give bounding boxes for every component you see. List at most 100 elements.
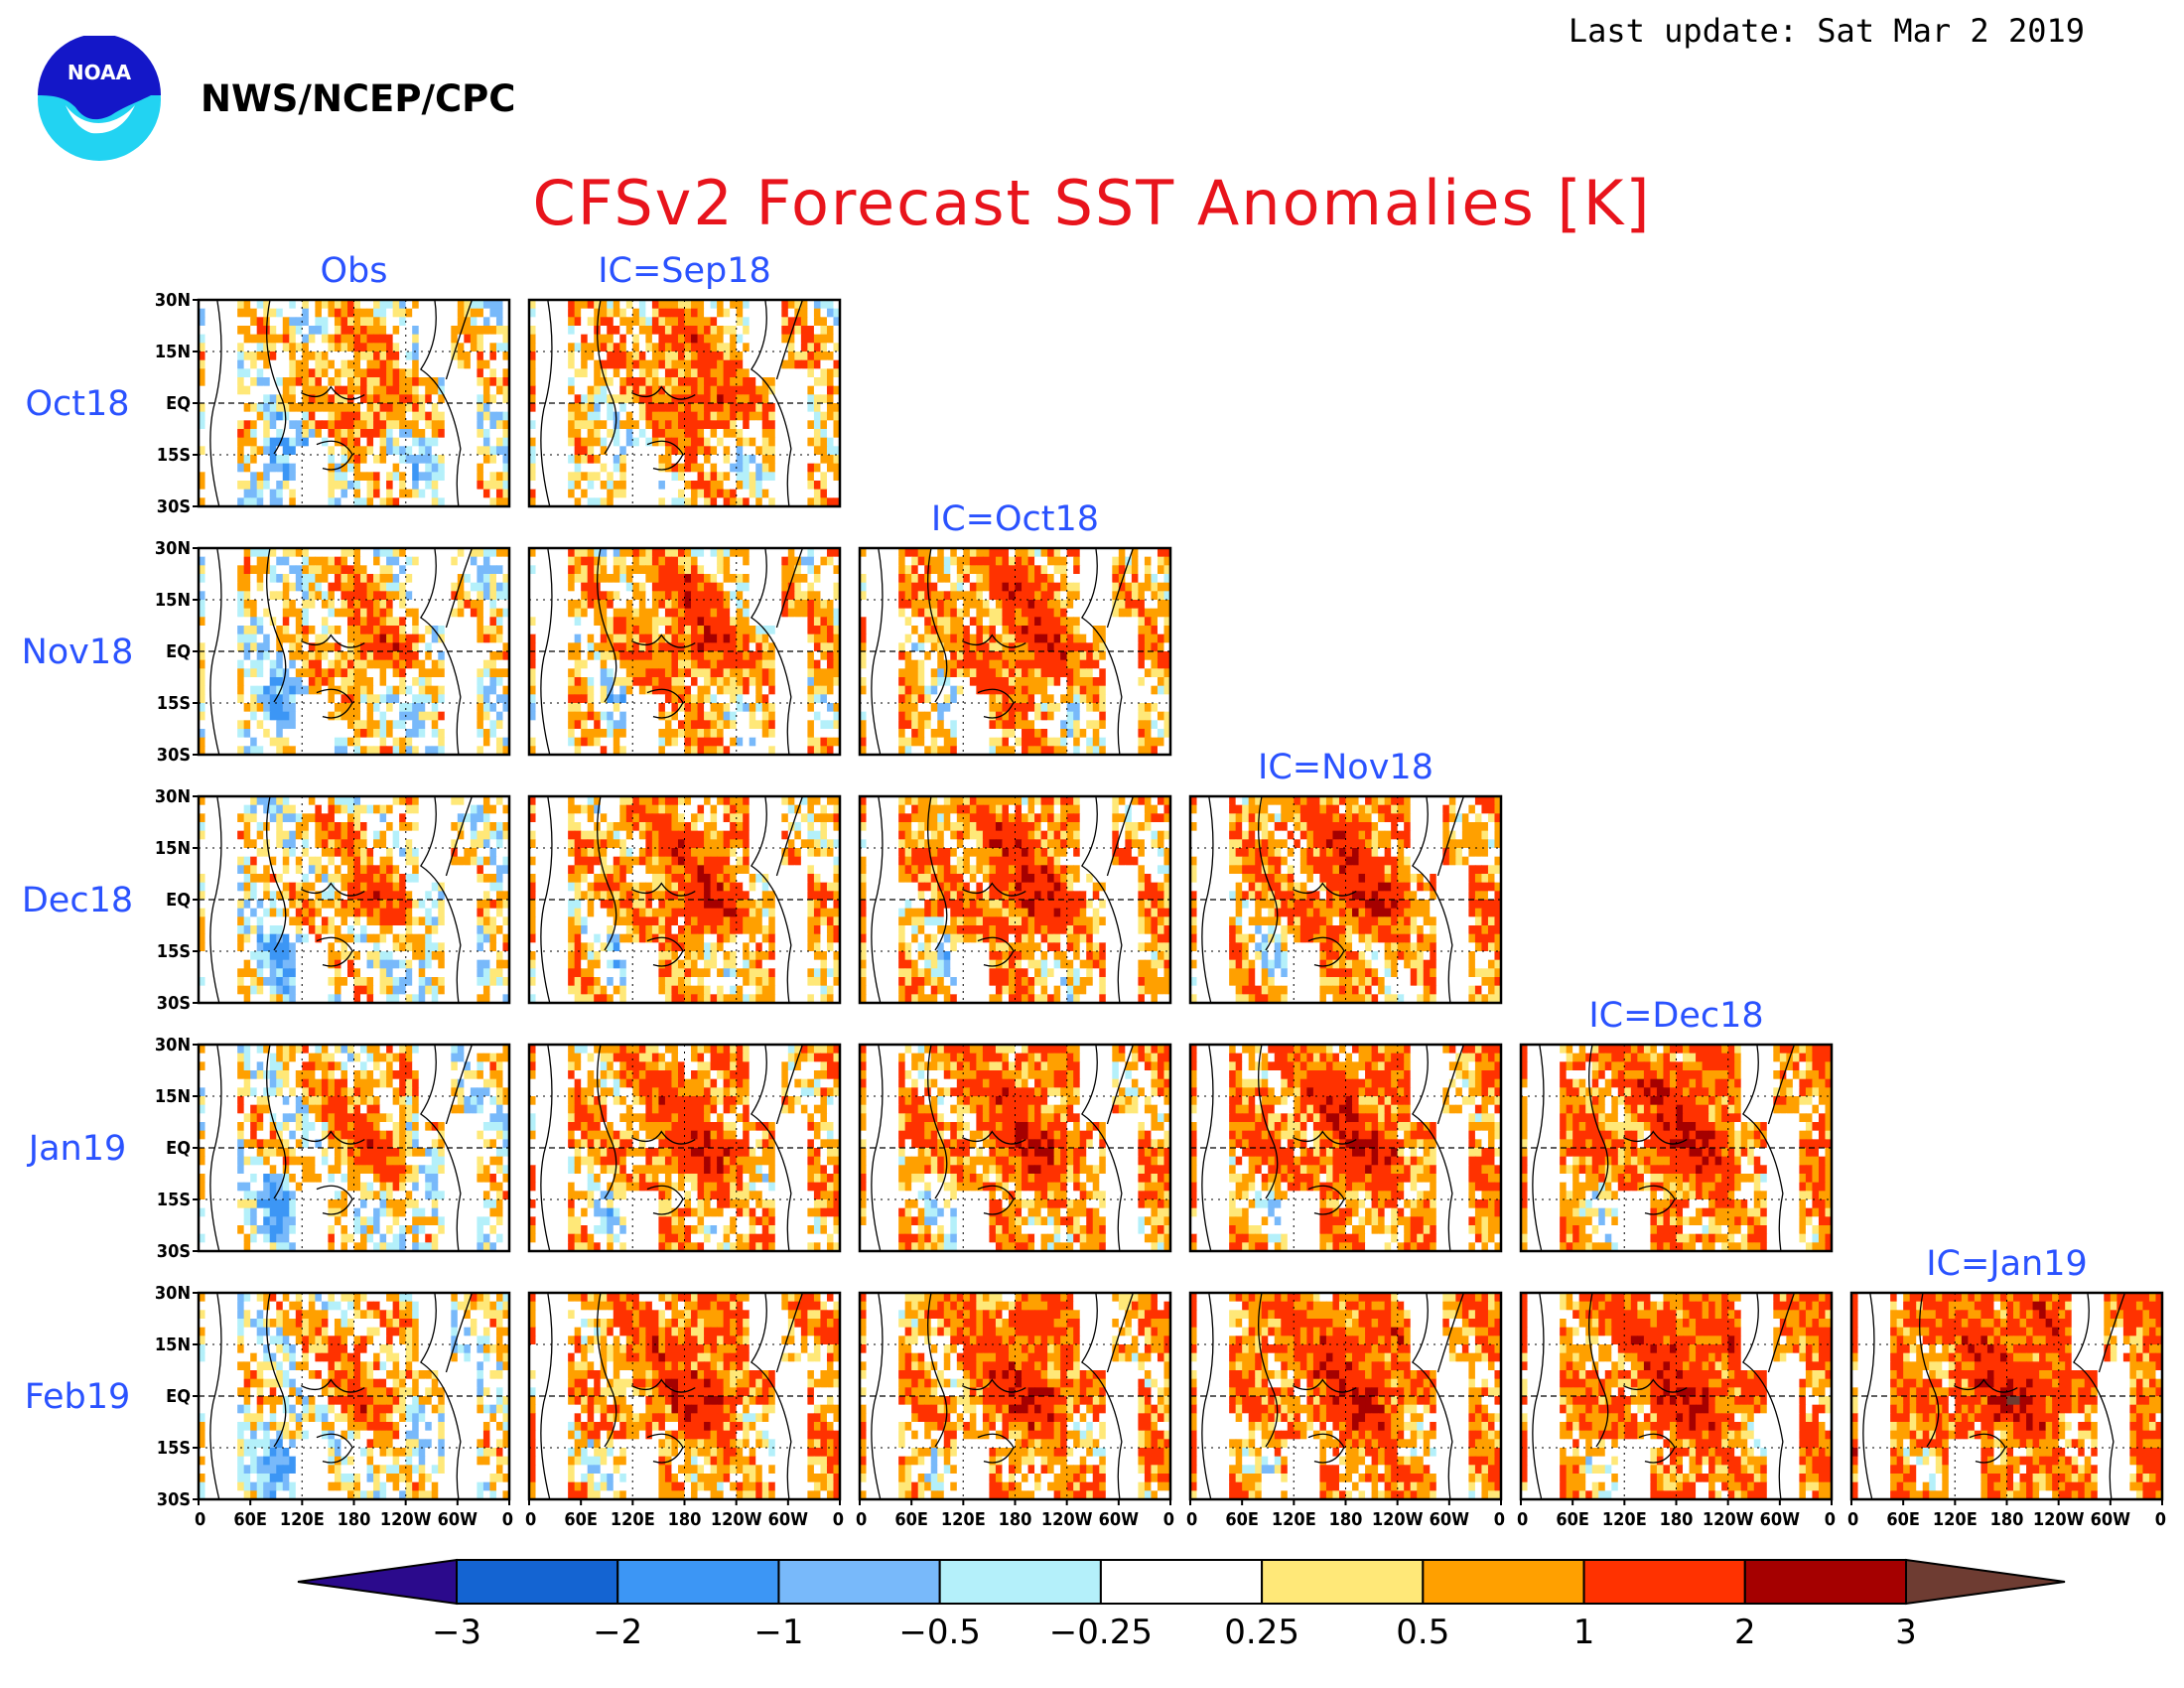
- lon-tick-label: 120E: [280, 1509, 325, 1530]
- lon-tick-label: 120W: [1703, 1509, 1754, 1530]
- lon-tick-label: 60E: [1556, 1509, 1589, 1530]
- lat-tick-label: EQ: [166, 1386, 191, 1407]
- map-panel-3-1: [527, 1043, 842, 1253]
- lat-tick-label: EQ: [166, 890, 191, 911]
- lon-tick-label: 60E: [1225, 1509, 1259, 1530]
- lon-tick-label: 60E: [564, 1509, 598, 1530]
- colorbar-tick-label: 2: [1734, 1613, 1756, 1652]
- row-label-1: Nov18: [22, 633, 134, 672]
- svg-text:NOAA: NOAA: [68, 61, 132, 84]
- lon-tick-label: 0: [2155, 1509, 2166, 1530]
- lon-tick-label: 0: [856, 1509, 867, 1530]
- lon-tick-label: 180: [338, 1509, 371, 1530]
- lon-tick-label: 0: [1517, 1509, 1528, 1530]
- panel-frame: [858, 1043, 1172, 1253]
- lon-tick-label: 120E: [941, 1509, 986, 1530]
- lon-tick-label: 0: [833, 1509, 844, 1530]
- map-panel-4-2: 0 60E 120E 180 120W 60W 0: [856, 1291, 1174, 1530]
- lat-tick-label: 15S: [157, 1190, 191, 1210]
- lat-tick-label: 30S: [157, 745, 191, 766]
- chart-title: CFSv2 Forecast SST Anomalies [K]: [0, 167, 2184, 239]
- colorbar-tick-label: 3: [1895, 1613, 1917, 1652]
- column-label-2: IC=Oct18: [931, 499, 1099, 539]
- map-panel-2-0: 30N 15N EQ 15S 30S: [155, 786, 511, 1014]
- labels-layer: Obs IC=Sep18 IC=Oct18 IC=Nov18 IC=Dec18 IC=Ja…: [22, 251, 2088, 1417]
- colorbar-tick-label: 0.25: [1224, 1613, 1299, 1652]
- map-panel-1-1: [527, 546, 842, 757]
- colorbar-bin: [1582, 1559, 1746, 1605]
- map-panel-0-0: 30N 15N EQ 15S 30S: [155, 290, 511, 517]
- panel-frame: [527, 1043, 842, 1253]
- lat-tick-label: 15S: [157, 693, 191, 714]
- colorbar-tick-label: −1: [753, 1613, 803, 1652]
- lon-tick-label: 0: [1847, 1509, 1858, 1530]
- lon-tick-label: 120E: [1933, 1509, 1978, 1530]
- colorbar-bin: [777, 1559, 941, 1605]
- column-label-5: IC=Jan19: [1926, 1244, 2088, 1284]
- lat-tick-label: 15N: [155, 342, 191, 362]
- colorbar-tick-label: −2: [593, 1613, 642, 1652]
- agency-label: NWS/NCEP/CPC: [201, 77, 515, 120]
- lon-tick-label: 60W: [438, 1509, 478, 1530]
- lat-tick-label: 30N: [155, 538, 191, 559]
- colorbar-bin: [1422, 1559, 1585, 1605]
- lon-tick-label: 120E: [1602, 1509, 1647, 1530]
- lon-tick-label: 180: [1329, 1509, 1363, 1530]
- lon-tick-label: 120W: [1372, 1509, 1424, 1530]
- lon-tick-label: 180: [999, 1509, 1032, 1530]
- panel-frame: [1519, 1043, 1834, 1253]
- lat-tick-label: 30N: [155, 290, 191, 311]
- map-panel-4-4: 0 60E 120E 180 120W 60W 0: [1517, 1291, 1836, 1530]
- lon-tick-label: 180: [1660, 1509, 1694, 1530]
- column-label-0: Obs: [320, 251, 387, 291]
- colorbar-arrow-low: [297, 1558, 458, 1606]
- colorbar-tick-label: −0.5: [898, 1613, 981, 1652]
- lon-tick-label: 0: [502, 1509, 513, 1530]
- lat-tick-label: 15N: [155, 1086, 191, 1107]
- panel-frame: [527, 546, 842, 757]
- lon-tick-label: 180: [1990, 1509, 2024, 1530]
- row-label-2: Dec18: [22, 881, 133, 920]
- lat-tick-label: EQ: [166, 641, 191, 662]
- colorbar: −3 −2 −1 −0.5 −0.25 0.25 0.5 1 2 3: [297, 1558, 2066, 1652]
- lon-tick-label: 0: [1825, 1509, 1836, 1530]
- lon-tick-label: 120W: [2033, 1509, 2085, 1530]
- map-panel-4-1: 0 60E 120E 180 120W 60W 0: [525, 1291, 844, 1530]
- lat-tick-label: 15N: [155, 1335, 191, 1355]
- colorbar-tick-label: 1: [1573, 1613, 1595, 1652]
- panel-frame: [858, 546, 1172, 757]
- map-panel-4-5: 0 60E 120E 180 120W 60W 0: [1847, 1291, 2166, 1530]
- lon-tick-label: 60W: [2091, 1509, 2131, 1530]
- row-label-4: Feb19: [25, 1377, 131, 1417]
- lat-tick-label: 30S: [157, 1489, 191, 1510]
- lat-tick-label: 30N: [155, 1283, 191, 1304]
- lon-tick-label: 0: [525, 1509, 536, 1530]
- lon-tick-label: 120E: [611, 1509, 655, 1530]
- lon-tick-label: 0: [195, 1509, 205, 1530]
- lat-tick-label: EQ: [166, 1138, 191, 1159]
- lat-tick-label: 30S: [157, 1241, 191, 1262]
- lon-tick-label: 0: [1494, 1509, 1505, 1530]
- lon-tick-label: 60W: [1760, 1509, 1801, 1530]
- colorbar-bin: [1099, 1559, 1264, 1605]
- panel-frame: [1188, 1043, 1503, 1253]
- panel-frame: [527, 794, 842, 1005]
- noaa-logo-icon: NOAA: [38, 36, 161, 161]
- lat-tick-label: 15S: [157, 1438, 191, 1459]
- map-panel-4-3: 0 60E 120E 180 120W 60W 0: [1186, 1291, 1505, 1530]
- lon-tick-label: 60E: [1886, 1509, 1920, 1530]
- lat-tick-label: 30N: [155, 786, 191, 807]
- map-panel-2-2: [858, 794, 1172, 1005]
- lat-tick-label: EQ: [166, 393, 191, 414]
- lat-tick-label: 15S: [157, 445, 191, 466]
- colorbar-bin: [616, 1559, 780, 1605]
- lat-tick-label: 30S: [157, 496, 191, 517]
- map-panel-3-3: [1188, 1043, 1503, 1253]
- lon-tick-label: 60E: [233, 1509, 267, 1530]
- colorbar-bin: [1743, 1559, 1908, 1605]
- colorbar-arrow-high: [1905, 1558, 2066, 1606]
- lon-tick-label: 120W: [380, 1509, 432, 1530]
- lon-tick-label: 120W: [1041, 1509, 1093, 1530]
